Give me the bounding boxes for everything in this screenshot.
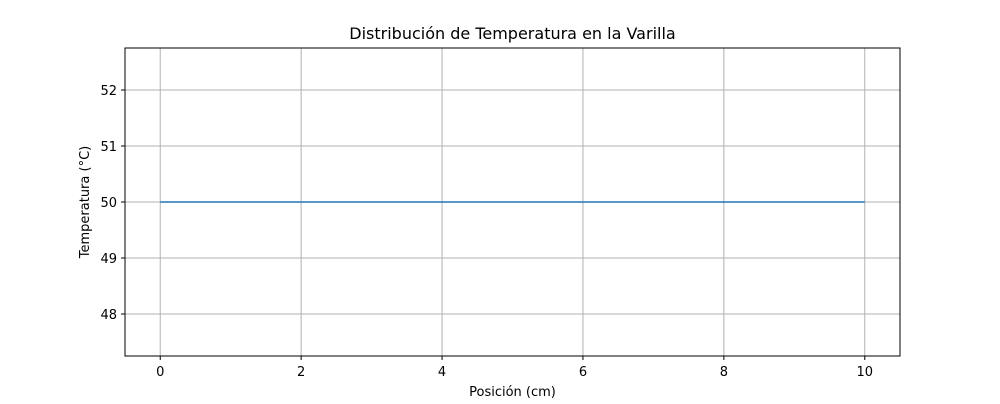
y-tick-label: 51 — [100, 140, 117, 155]
x-tick-label: 4 — [438, 365, 446, 380]
x-tick-label: 0 — [156, 365, 164, 380]
y-tick-label: 50 — [100, 196, 117, 211]
y-tick-label: 49 — [100, 252, 117, 267]
chart-title: Distribución de Temperatura en la Varill… — [349, 24, 675, 43]
y-tick-label: 52 — [100, 84, 117, 99]
x-tick-label: 2 — [297, 365, 305, 380]
y-axis: 48 49 50 51 52 — [100, 84, 125, 323]
x-tick-label: 10 — [856, 365, 873, 380]
x-axis-label: Posición (cm) — [469, 385, 556, 400]
y-axis-label: Temperatura (°C) — [78, 146, 93, 259]
x-tick-label: 8 — [720, 365, 728, 380]
y-tick-label: 48 — [100, 308, 117, 323]
x-axis: 0 2 4 6 8 10 — [156, 356, 873, 380]
x-tick-label: 6 — [579, 365, 587, 380]
